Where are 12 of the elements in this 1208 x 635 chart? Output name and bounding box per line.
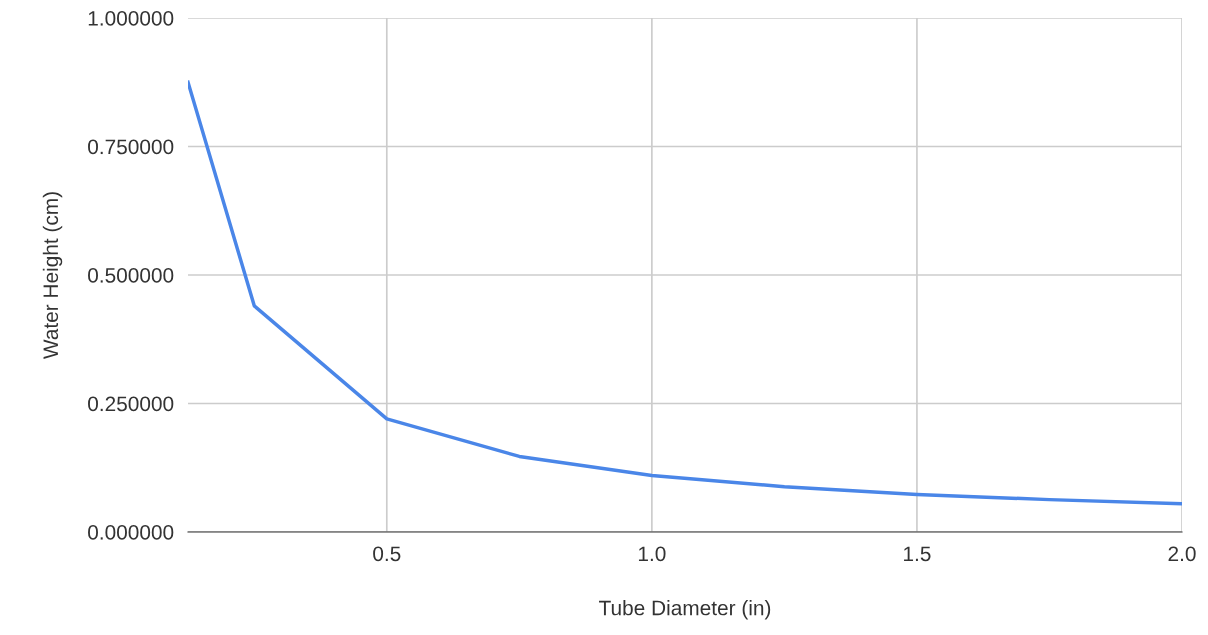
x-tick-label: 1.5 bbox=[904, 546, 931, 562]
y-tick-label: 0.250000 bbox=[88, 396, 174, 412]
x-axis-title: Tube Diameter (in) bbox=[599, 600, 771, 620]
x-tick-label: 0.5 bbox=[373, 546, 401, 562]
y-tick-label: 0.500000 bbox=[88, 268, 174, 283]
line-series bbox=[188, 80, 1182, 506]
y-tick-label: 0.000000 bbox=[88, 525, 174, 540]
y-tick-label: 0.750000 bbox=[88, 139, 174, 155]
y-tick-label: 1.000000 bbox=[88, 11, 174, 26]
x-tick-label: 2.0 bbox=[1168, 546, 1196, 562]
y-axis-title: Water Height (cm) bbox=[42, 192, 63, 360]
x-tick-label: 1.0 bbox=[638, 546, 666, 562]
